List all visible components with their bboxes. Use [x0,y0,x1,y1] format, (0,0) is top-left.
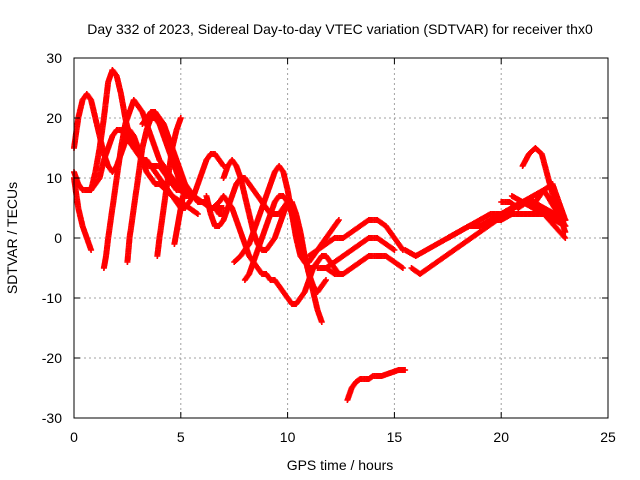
series-track-8 [139,109,227,217]
y-tick-label: -30 [42,410,62,426]
series-track-25 [508,193,569,241]
y-tick-label: -10 [42,290,62,306]
series-track-23 [498,181,569,223]
x-tick-label: 5 [177,429,185,445]
y-axis-label: SDTVAR / TECUs [4,182,20,294]
series-track-15 [306,217,406,259]
x-tick-label: 0 [70,429,78,445]
x-tick-label: 25 [600,429,616,445]
data-point [561,233,568,240]
y-tick-label: 30 [46,50,62,66]
x-tick-label: 20 [493,429,509,445]
data-point [88,247,95,253]
data-point [177,115,184,121]
data-point [318,319,325,325]
data-point [398,264,405,271]
data-point [323,277,329,283]
x-axis-label: GPS time / hours [287,457,394,473]
x-tick-label: 15 [387,429,403,445]
data-point [179,193,186,199]
data-point [562,223,569,229]
data-point [194,211,201,217]
y-tick-label: 20 [46,110,62,126]
y-tick-label: 10 [46,170,62,186]
data-point [391,247,398,253]
data-point [562,235,569,241]
chart-title: Day 332 of 2023, Sidereal Day-to-day VTE… [87,21,593,37]
series-track-16 [314,235,398,271]
data-point [402,367,409,373]
data-point [335,217,342,223]
series-track-18 [344,367,409,403]
series-track-17 [323,253,406,277]
y-tick-label: -20 [42,350,62,366]
data-points [71,67,569,403]
data-point [390,246,397,253]
y-tick-label: 0 [54,230,62,246]
data-point [562,217,569,223]
axis-ticks: 0 5 10 15 20 25 -30 -20 -10 0 10 20 30 [42,50,616,445]
series-track-13 [209,193,321,307]
x-tick-label: 10 [280,429,296,445]
series-track-9 [171,193,186,247]
data-point [399,265,406,271]
series-track-5 [100,97,184,271]
series-track-14 [241,193,342,283]
